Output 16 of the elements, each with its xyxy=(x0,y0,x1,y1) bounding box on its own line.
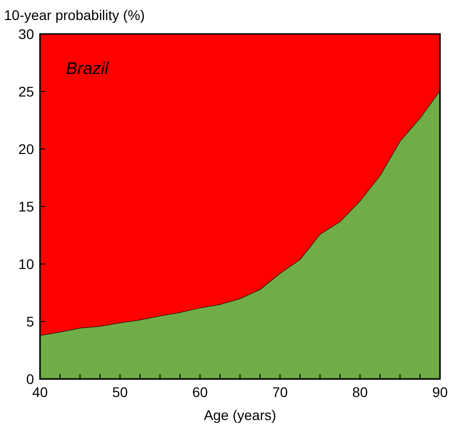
x-tick-label: 50 xyxy=(112,384,128,400)
x-tick-label: 60 xyxy=(192,384,208,400)
y-tick-label: 10 xyxy=(18,256,34,272)
y-axis-title: 10-year probability (%) xyxy=(4,7,145,23)
annotation: Brazil xyxy=(66,59,110,78)
y-tick-label: 5 xyxy=(26,314,34,330)
x-axis-title: Age (years) xyxy=(204,407,276,423)
x-tick-label: 70 xyxy=(272,384,288,400)
y-tick-label: 0 xyxy=(26,371,34,387)
y-tick-label: 25 xyxy=(18,84,34,100)
y-tick-label: 30 xyxy=(18,26,34,42)
x-tick-label: 90 xyxy=(432,384,448,400)
y-tick-label: 20 xyxy=(18,141,34,157)
x-tick-label: 80 xyxy=(352,384,368,400)
x-tick-label: 40 xyxy=(32,384,48,400)
y-tick-label: 15 xyxy=(18,198,34,214)
